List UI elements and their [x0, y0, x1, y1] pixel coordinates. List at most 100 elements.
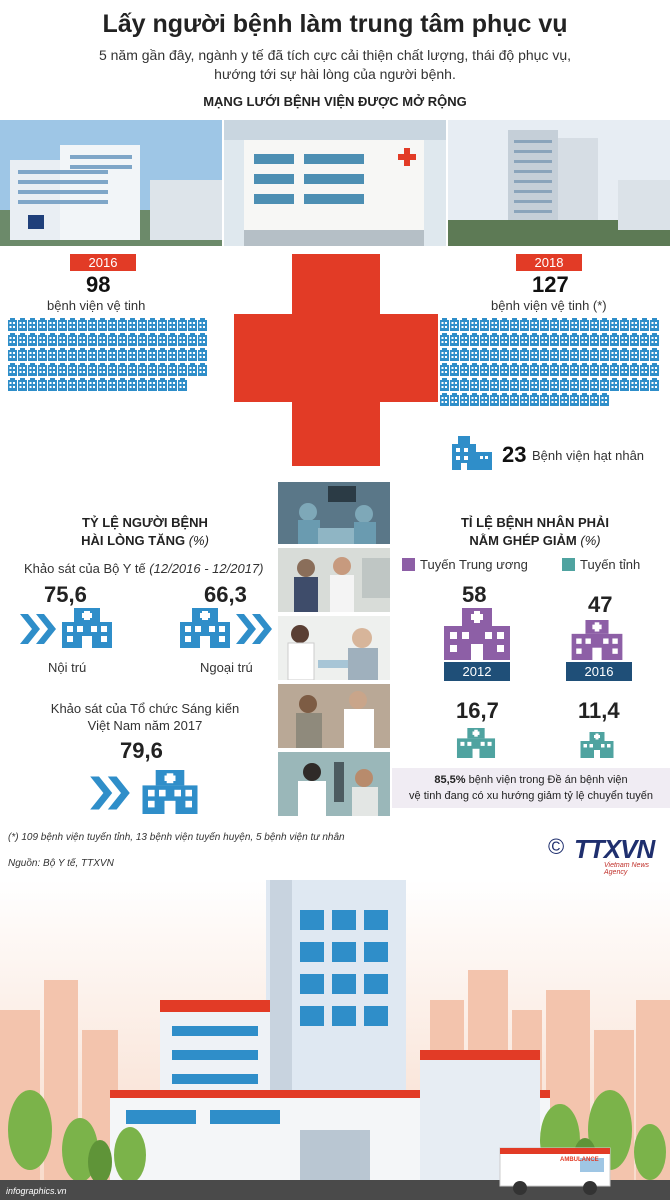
satellite-hospital-icon [178, 348, 187, 361]
satellite-hospital-icon [580, 333, 589, 346]
satellite-hospital-icon [38, 363, 47, 376]
province-hospital-2016-icon [580, 732, 614, 758]
satellite-hospital-icon [570, 333, 579, 346]
satellite-hospital-icon [178, 378, 187, 391]
satellite-hospital-icon [48, 378, 57, 391]
satellite-hospital-icon [600, 318, 609, 331]
satellite-hospital-icon [108, 333, 117, 346]
satellite-hospital-icon [520, 363, 529, 376]
satellite-hospital-icon [18, 348, 27, 361]
satellite-hospital-icon [500, 363, 509, 376]
satellite-hospital-icon [48, 333, 57, 346]
satellite-hospital-icon [590, 348, 599, 361]
satellite-hospital-icon [490, 318, 499, 331]
satellite-hospital-icon [580, 318, 589, 331]
satellite-hospital-icon [510, 348, 519, 361]
satellite-hospital-icon [550, 393, 559, 406]
satellite-hospital-icon [530, 393, 539, 406]
legend-swatch-province [562, 558, 575, 571]
satellite-hospital-icon [480, 333, 489, 346]
satellite-hospital-icon [128, 363, 137, 376]
satellite-hospital-icon [520, 393, 529, 406]
satellite-hospital-icon [620, 363, 629, 376]
satellite-hospital-icon [610, 318, 619, 331]
satellite-hospital-icon [8, 363, 17, 376]
satellite-hospital-icon [470, 348, 479, 361]
outpatient-label: Ngoại trú [200, 660, 253, 675]
red-cross-icon-arm [234, 314, 438, 402]
double-chevron-right-icon [88, 774, 132, 812]
satellite-hospital-icon [108, 363, 117, 376]
satellite-hospital-icon [88, 378, 97, 391]
satellite-hospital-icon [38, 348, 47, 361]
satellite-hospital-icon [650, 333, 659, 346]
satellite-hospital-icon [8, 333, 17, 346]
legend-province: Tuyến tỉnh [580, 557, 641, 572]
satellite-count-2018: 127 [532, 272, 569, 297]
satellite-hospital-icon [590, 393, 599, 406]
ttxvn-logo: TTXVN [574, 834, 655, 864]
satellite-hospital-icon [550, 333, 559, 346]
satellite-hospital-icon [148, 348, 157, 361]
satellite-hospital-icon [520, 378, 529, 391]
satellite-hospital-icon [460, 318, 469, 331]
ttxvn-tagline: Vietnam News Agency [604, 862, 650, 876]
satellite-hospital-icon [440, 378, 449, 391]
referral-note: 85,5% bệnh viện trong Đề án bệnh viện vệ… [392, 768, 670, 808]
satellite-hospital-icon [650, 378, 659, 391]
satellite-hospital-icon [68, 363, 77, 376]
satellite-hospital-icon [28, 378, 37, 391]
satellite-hospital-icon [118, 333, 127, 346]
inpatient-hospital-icon [62, 608, 112, 648]
inpatient-label: Nội trú [48, 660, 87, 675]
satellite-hospital-icon [520, 333, 529, 346]
satellite-hospital-icon [38, 333, 47, 346]
referral-heading-line-2: NẰM GHÉP GIẢM [469, 533, 577, 548]
satellite-hospital-icon [128, 318, 137, 331]
satellite-hospital-icon [460, 378, 469, 391]
province-hospital-2012-icon [456, 728, 496, 758]
satellite-hospital-icon [530, 333, 539, 346]
hospital-photo-3 [448, 120, 670, 246]
satellite-hospital-icon [460, 348, 469, 361]
satellite-hospital-icon [98, 348, 107, 361]
satellite-hospital-icon [620, 348, 629, 361]
satellite-hospital-icon [118, 318, 127, 331]
satellite-hospital-icon [148, 363, 157, 376]
satellite-hospital-icon [510, 363, 519, 376]
satellite-hospital-icon [590, 318, 599, 331]
satellite-hospital-icon [158, 363, 167, 376]
satellite-hospital-icon [590, 378, 599, 391]
satellite-hospital-icon [98, 333, 107, 346]
satellite-hospital-icon [68, 348, 77, 361]
satellite-hospital-icon [560, 333, 569, 346]
satellite-hospital-icon [500, 378, 509, 391]
satellite-hospital-icon [530, 378, 539, 391]
survey-ministry-period: (12/2016 - 12/2017) [149, 561, 264, 576]
referral-heading: TỈ LỆ BỆNH NHÂN PHẢI NẰM GHÉP GIẢM (%) [400, 514, 670, 550]
satellite-hospital-icon [650, 318, 659, 331]
satellite-hospital-icon [450, 378, 459, 391]
satellite-hospital-icon [510, 333, 519, 346]
satellite-hospital-icon [640, 318, 649, 331]
satellite-hospital-icon [520, 348, 529, 361]
survey-initiative-line-1: Khảo sát của Tổ chức Sáng kiến [50, 701, 240, 716]
satellite-hospital-icon [168, 363, 177, 376]
satellite-hospital-icon [540, 333, 549, 346]
satellite-hospital-icon [48, 348, 57, 361]
satellite-hospital-icon [490, 333, 499, 346]
satellite-hospital-icon [610, 333, 619, 346]
satellite-hospital-icon [158, 378, 167, 391]
satellite-hospital-icon [28, 333, 37, 346]
satellite-hospital-icon [510, 393, 519, 406]
satellite-hospital-icon [480, 378, 489, 391]
satellite-hospital-icon [470, 378, 479, 391]
page-title: Lấy người bệnh làm trung tâm phục vụ [102, 10, 568, 38]
satellite-hospital-icon [620, 333, 629, 346]
satellite-hospital-icon [460, 333, 469, 346]
satellite-hospital-icon [600, 378, 609, 391]
satellite-hospital-icon [18, 318, 27, 331]
satellite-hospital-icon [68, 318, 77, 331]
double-chevron-right-icon [18, 612, 58, 646]
satellite-hospital-icon [138, 363, 147, 376]
